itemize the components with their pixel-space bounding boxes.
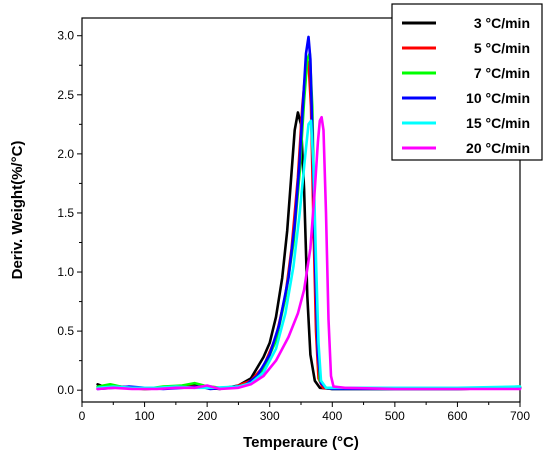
y-tick-label: 1.5 xyxy=(57,206,74,220)
legend-label: 20 °C/min xyxy=(466,140,530,156)
x-tick-label: 300 xyxy=(260,409,280,423)
x-axis: 0 100 200 300 400 500 600 700 xyxy=(79,402,530,423)
y-tick-label: 0.5 xyxy=(57,324,74,338)
x-tick-label: 0 xyxy=(79,409,86,423)
series-lines xyxy=(96,35,522,391)
y-axis: 0.0 0.5 1.0 1.5 2.0 2.5 3.0 xyxy=(57,29,82,397)
y-tick-label: 0.0 xyxy=(57,383,74,397)
legend-label: 3 °C/min xyxy=(474,15,530,31)
legend: 3 °C/min 5 °C/min 7 °C/min 10 °C/min 15 °C/m… xyxy=(391,3,543,161)
y-axis-title: Deriv. Weight(%/°C) xyxy=(9,141,26,280)
legend-label: 5 °C/min xyxy=(474,40,530,56)
x-tick-label: 200 xyxy=(197,409,217,423)
x-tick-label: 600 xyxy=(447,409,467,423)
x-tick-label: 100 xyxy=(135,409,155,423)
y-tick-label: 2.0 xyxy=(57,147,74,161)
x-tick-label: 700 xyxy=(510,409,530,423)
legend-label: 15 °C/min xyxy=(466,115,530,131)
series-line-5 xyxy=(96,115,522,391)
legend-box xyxy=(391,3,543,161)
legend-label: 10 °C/min xyxy=(466,90,530,106)
y-tick-label: 2.5 xyxy=(57,88,74,102)
x-axis-title: Temperaure (°C) xyxy=(243,434,359,451)
x-tick-label: 500 xyxy=(385,409,405,423)
legend-label: 7 °C/min xyxy=(474,65,530,81)
x-tick-label: 400 xyxy=(322,409,342,423)
y-tick-label: 1.0 xyxy=(57,265,74,279)
y-tick-label: 3.0 xyxy=(57,29,74,43)
